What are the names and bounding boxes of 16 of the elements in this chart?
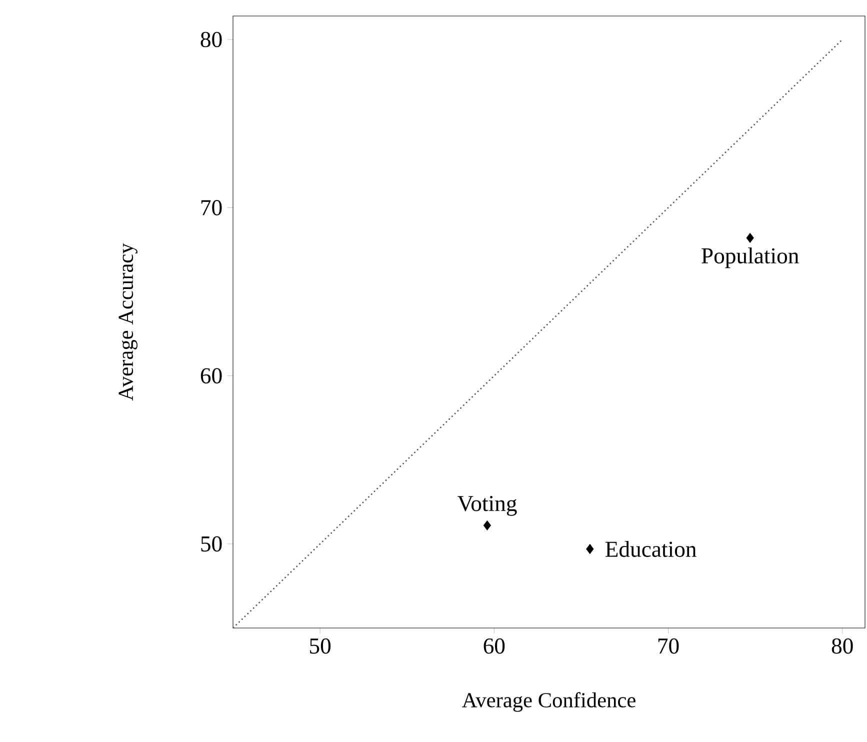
x-tick-label: 70 bbox=[658, 638, 679, 654]
annotation: Voting bbox=[457, 496, 517, 516]
point bbox=[483, 520, 491, 530]
point bbox=[586, 544, 594, 554]
point bbox=[746, 232, 754, 243]
y-tick-label: 70 bbox=[201, 200, 222, 216]
x-axis-title: Average Confidence bbox=[462, 692, 636, 712]
x-tick-label: 80 bbox=[832, 638, 853, 654]
x-tick-label: 50 bbox=[310, 638, 331, 654]
annotation: Education bbox=[606, 540, 696, 557]
y-axis-title: Average Accuracy bbox=[118, 243, 138, 401]
annotation: Population bbox=[702, 248, 799, 268]
y-tick-label: 60 bbox=[200, 368, 222, 384]
x-tick-label: 60 bbox=[484, 638, 505, 654]
y-tick-label: 80 bbox=[200, 32, 222, 48]
y-tick-label: 50 bbox=[201, 536, 222, 552]
